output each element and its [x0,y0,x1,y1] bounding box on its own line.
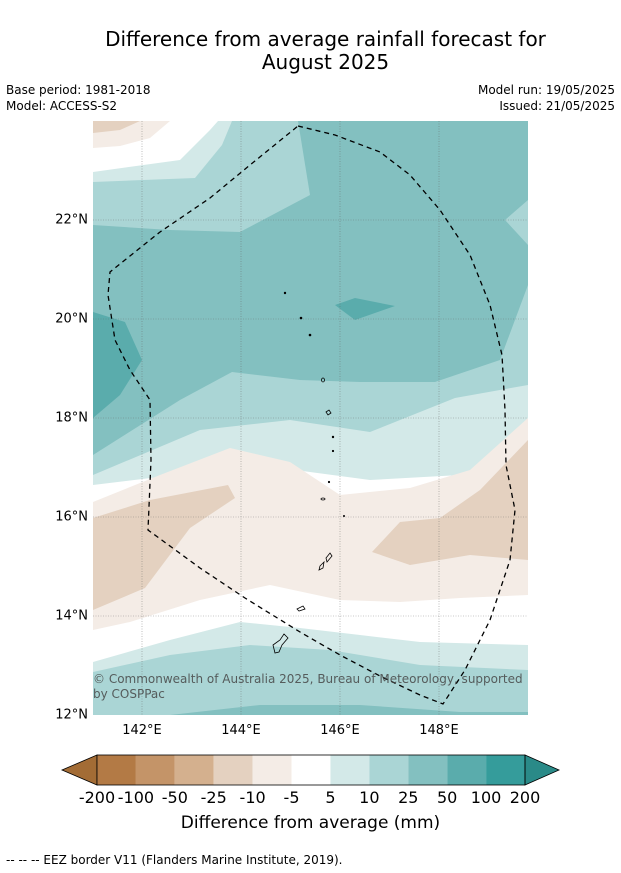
lat-label-20n: 20°N [55,311,88,327]
lon-label-142e: 142°E [122,723,162,738]
copyright-line-2: by COSPPac [93,687,165,701]
rainfall-map [93,121,528,715]
lon-label-148e: 148°E [419,723,459,738]
colorbar-extend-low [60,754,98,786]
issued-date: Issued: 21/05/2025 [499,99,615,113]
lat-label-12n: 12°N [55,707,88,723]
band-wet-50 [93,121,528,455]
colorbar-segment [330,755,370,785]
title-line-2: August 2025 [261,50,390,74]
colorbar-tick-label: 50 [436,788,458,807]
colorbar-segment [408,755,448,785]
meta-left: Base period: 1981-2018 Model: ACCESS-S2 [6,82,151,114]
model-name: Model: ACCESS-S2 [6,99,118,113]
band-wet-100-centre [335,298,395,320]
colorbar-segment [135,755,175,785]
colorbar-tick-label: 200 [509,788,541,807]
chart-title: Difference from average rainfall forecas… [0,28,621,74]
lat-label-18n: 18°N [55,410,88,426]
colorbar-tick-label: -10 [239,788,266,807]
island-outlines [272,291,345,654]
band-wet-25-south [93,645,528,715]
colorbar-extend-high [524,754,560,786]
colorbar-tick-label: -200 [78,788,116,807]
lon-label-146e: 146°E [320,723,360,738]
lon-label-144e: 144°E [221,723,261,738]
base-period: Base period: 1981-2018 [6,83,151,97]
copyright-line-1: © Commonwealth of Australia 2025, Bureau… [93,672,523,686]
colorbar-tick-label: -25 [200,788,227,807]
colorbar-segment [291,755,331,785]
colorbar-segment [447,755,487,785]
lat-label-16n: 16°N [55,509,88,525]
lat-label-14n: 14°N [55,608,88,624]
band-dry-east [372,440,528,565]
model-run: Model run: 19/05/2025 [477,83,615,97]
colorbar-segment [252,755,292,785]
meta-right: Model run: 19/05/2025 Issued: 21/05/2025 [478,82,615,114]
eez-border [107,125,516,705]
colorbar-tick-label: 5 [325,788,336,807]
colorbar-tick-label: -50 [161,788,188,807]
colorbar-tick-label: 10 [359,788,380,807]
band-dry-top [93,121,140,133]
colorbar-tick-label: 100 [470,788,502,807]
colorbar-title: Difference from average (mm) [180,813,441,833]
copyright-notice: © Commonwealth of Australia 2025, Bureau… [93,672,523,702]
colorbar-segment [486,755,525,785]
lat-label-22n: 22°N [55,212,88,228]
band-wet-100-west [93,312,142,418]
colorbar-outline [96,754,526,786]
colorbar-tick-label: -5 [283,788,300,807]
map-gridlines [93,121,528,715]
eez-footnote: -- -- -- EEZ border V11 (Flanders Marine… [6,853,343,867]
colorbar-segment [97,755,136,785]
colorbar-tick-label: -100 [117,788,155,807]
title-line-1: Difference from average rainfall forecas… [105,27,546,51]
colorbar-segment [369,755,409,785]
band-wet-50-south [170,705,528,715]
colorbar [60,754,560,786]
band-dry-west [93,485,235,610]
band-dry-light [93,418,528,630]
colorbar-segment [213,755,253,785]
colorbar-tick-label: 25 [398,788,419,807]
colorbar-segment [174,755,214,785]
